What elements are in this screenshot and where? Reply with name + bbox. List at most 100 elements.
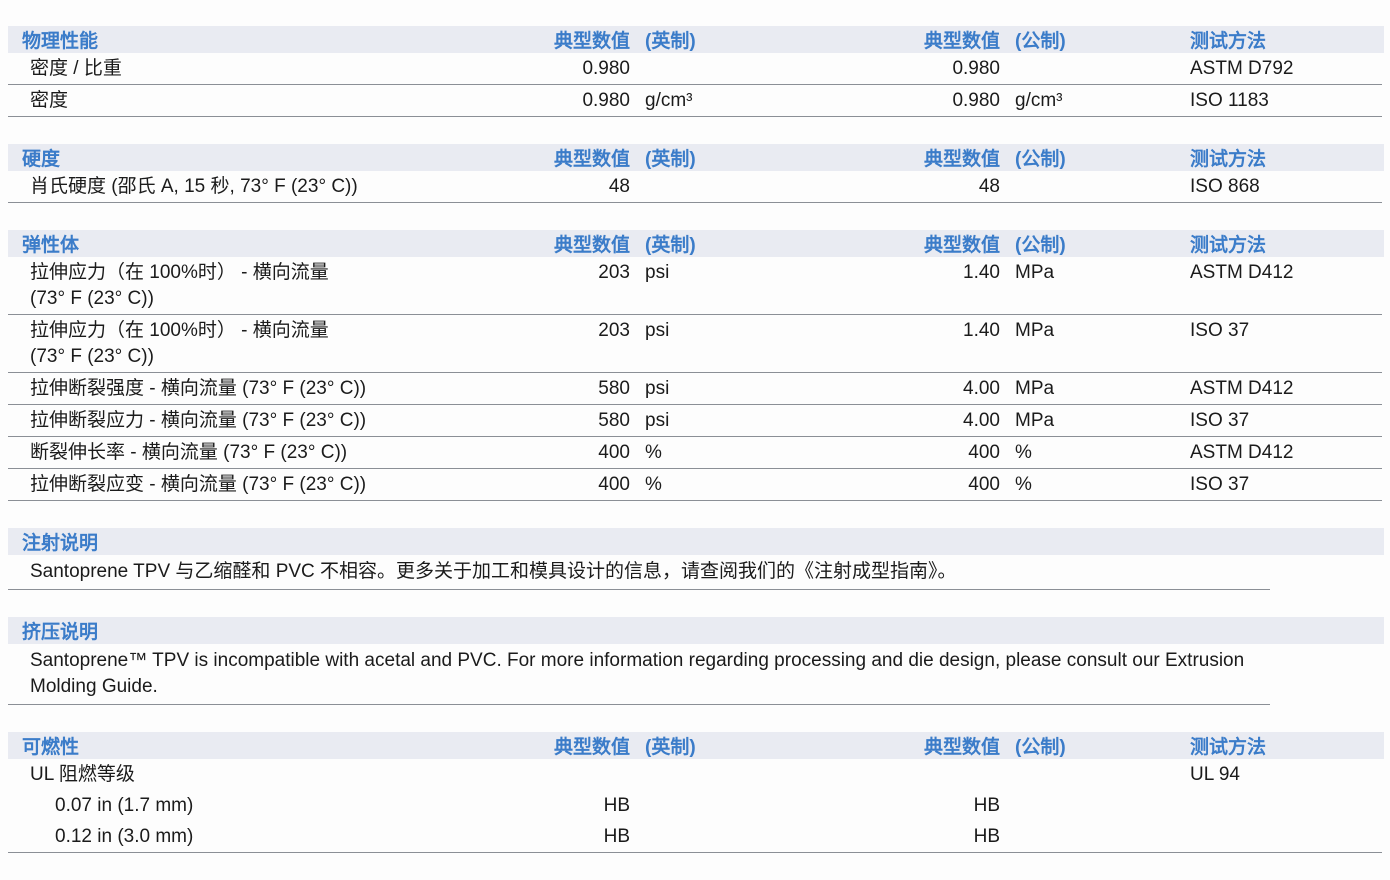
table-row: 肖氏硬度 (邵氏 A, 15 秒, 73° F (23° C)) 48 48 I… — [8, 171, 1382, 203]
metric-value: 0.980 — [952, 90, 1000, 111]
test-method: UL 94 — [1190, 764, 1240, 785]
column-header-test-method: 测试方法 — [1190, 235, 1267, 256]
metric-value: 1.40 — [963, 320, 1000, 341]
imperial-value: 203 — [598, 320, 630, 341]
column-header-test-method: 测试方法 — [1190, 31, 1267, 52]
metric-unit: MPa — [1015, 262, 1055, 283]
table-row: 0.12 in (3.0 mm) HB HB — [8, 821, 1382, 853]
metric-value: HB — [973, 826, 1000, 847]
column-header-typical-value: 典型数值 — [553, 235, 630, 256]
column-header-metric: (公制) — [1015, 235, 1066, 256]
imperial-value: 203 — [598, 262, 630, 283]
datasheet: 物理性能 典型数值 (英制) 典型数值 (公制) 测试方法 密度 / 比重 0.… — [8, 26, 1384, 853]
section-physical-properties: 物理性能 典型数值 (英制) 典型数值 (公制) 测试方法 密度 / 比重 0.… — [8, 26, 1384, 117]
imperial-unit: psi — [645, 410, 670, 431]
section-header-band: 弹性体 典型数值 (英制) 典型数值 (公制) 测试方法 — [8, 230, 1384, 257]
imperial-value: 0.980 — [582, 58, 630, 79]
property-line-2: (73° F (23° C)) — [30, 288, 154, 309]
table-row: 拉伸断裂强度 - 横向流量 (73° F (23° C)) 580 psi 4.… — [8, 373, 1382, 405]
section-header-band: 挤压说明 — [8, 617, 1384, 644]
imperial-value: HB — [603, 795, 630, 816]
metric-value: 4.00 — [963, 410, 1000, 431]
section-title: 弹性体 — [22, 235, 80, 256]
column-header-typical-value: 典型数值 — [553, 737, 630, 758]
test-method: ISO 37 — [1190, 410, 1250, 431]
test-method: ISO 37 — [1190, 474, 1250, 495]
metric-value: HB — [973, 795, 1000, 816]
property-name: 拉伸应力（在 100%时） - 横向流量 (73° F (23° C)) — [8, 260, 458, 312]
test-method: ISO 37 — [1190, 320, 1250, 341]
imperial-value: 400 — [598, 442, 630, 463]
column-header-test-method: 测试方法 — [1190, 737, 1267, 758]
property-name: 0.12 in (3.0 mm) — [55, 826, 194, 847]
column-header-typical-value: 典型数值 — [553, 31, 630, 52]
table-row: 拉伸断裂应力 - 横向流量 (73° F (23° C)) 580 psi 4.… — [8, 405, 1382, 437]
table-row: UL 阻燃等级 UL 94 — [8, 759, 1382, 790]
imperial-unit: psi — [645, 378, 670, 399]
table-row: 断裂伸长率 - 横向流量 (73° F (23° C)) 400 % 400 %… — [8, 437, 1382, 469]
table-row: 密度 0.980 g/cm³ 0.980 g/cm³ ISO 1183 — [8, 85, 1382, 117]
section-extrusion-notes: 挤压说明 Santoprene™ TPV is incompatible wit… — [8, 617, 1384, 705]
column-header-metric: (公制) — [1015, 149, 1066, 170]
column-header-typical-value: 典型数值 — [923, 235, 1000, 256]
imperial-value: 400 — [598, 474, 630, 495]
section-title: 可燃性 — [22, 737, 80, 758]
column-header-typical-value: 典型数值 — [923, 737, 1000, 758]
imperial-value: HB — [603, 826, 630, 847]
test-method: ASTM D412 — [1190, 262, 1294, 283]
section-injection-notes: 注射说明 Santoprene TPV 与乙缩醛和 PVC 不相容。更多关于加工… — [8, 528, 1384, 590]
imperial-unit: psi — [645, 262, 670, 283]
table-row: 拉伸断裂应变 - 横向流量 (73° F (23° C)) 400 % 400 … — [8, 469, 1382, 501]
metric-unit: MPa — [1015, 410, 1055, 431]
imperial-unit: psi — [645, 320, 670, 341]
column-header-typical-value: 典型数值 — [923, 149, 1000, 170]
injection-note-text: Santoprene TPV 与乙缩醛和 PVC 不相容。更多关于加工和模具设计… — [8, 555, 1270, 590]
column-header-typical-value: 典型数值 — [553, 149, 630, 170]
metric-unit: MPa — [1015, 378, 1055, 399]
metric-value: 0.980 — [952, 58, 1000, 79]
metric-unit: % — [1015, 442, 1032, 463]
property-name: UL 阻燃等级 — [30, 764, 135, 785]
test-method: ASTM D412 — [1190, 442, 1294, 463]
imperial-value: 0.980 — [582, 90, 630, 111]
test-method: ISO 1183 — [1190, 90, 1269, 111]
property-name: 密度 — [30, 90, 69, 111]
property-name: 密度 / 比重 — [30, 58, 122, 79]
property-line-1: 拉伸应力（在 100%时） - 横向流量 — [30, 320, 329, 341]
property-name: 断裂伸长率 - 横向流量 (73° F (23° C)) — [30, 442, 348, 463]
imperial-value: 580 — [598, 410, 630, 431]
table-row: 0.07 in (1.7 mm) HB HB — [8, 790, 1382, 821]
test-method: ISO 868 — [1190, 176, 1260, 197]
section-flammability: 可燃性 典型数值 (英制) 典型数值 (公制) 测试方法 UL 阻燃等级 UL … — [8, 732, 1384, 853]
column-header-typical-value: 典型数值 — [923, 31, 1000, 52]
metric-value: 400 — [968, 474, 1000, 495]
imperial-unit: % — [645, 474, 662, 495]
property-name: 拉伸应力（在 100%时） - 横向流量 (73° F (23° C)) — [8, 318, 458, 370]
table-row: 密度 / 比重 0.980 0.980 ASTM D792 — [8, 53, 1382, 85]
column-header-imperial: (英制) — [645, 149, 696, 170]
property-name: 拉伸断裂应变 - 横向流量 (73° F (23° C)) — [30, 474, 367, 495]
test-method: ASTM D412 — [1190, 378, 1294, 399]
column-header-imperial: (英制) — [645, 235, 696, 256]
imperial-unit: g/cm³ — [645, 90, 693, 111]
section-header-band: 物理性能 典型数值 (英制) 典型数值 (公制) 测试方法 — [8, 26, 1384, 53]
column-header-imperial: (英制) — [645, 31, 696, 52]
metric-unit: MPa — [1015, 320, 1055, 341]
metric-value: 4.00 — [963, 378, 1000, 399]
property-name: 拉伸断裂应力 - 横向流量 (73° F (23° C)) — [30, 410, 367, 431]
section-hardness: 硬度 典型数值 (英制) 典型数值 (公制) 测试方法 肖氏硬度 (邵氏 A, … — [8, 144, 1384, 203]
property-line-1: 拉伸应力（在 100%时） - 横向流量 — [30, 262, 329, 283]
column-header-imperial: (英制) — [645, 737, 696, 758]
metric-unit: g/cm³ — [1015, 90, 1063, 111]
section-title: 挤压说明 — [22, 622, 99, 643]
section-elastomer: 弹性体 典型数值 (英制) 典型数值 (公制) 测试方法 拉伸应力（在 100%… — [8, 230, 1384, 501]
property-line-2: (73° F (23° C)) — [30, 346, 154, 367]
imperial-unit: % — [645, 442, 662, 463]
metric-value: 1.40 — [963, 262, 1000, 283]
section-header-band: 注射说明 — [8, 528, 1384, 555]
section-title: 硬度 — [22, 149, 61, 170]
imperial-value: 48 — [608, 176, 630, 197]
property-name: 0.07 in (1.7 mm) — [55, 795, 194, 816]
section-title: 物理性能 — [22, 31, 99, 52]
metric-unit: % — [1015, 474, 1032, 495]
